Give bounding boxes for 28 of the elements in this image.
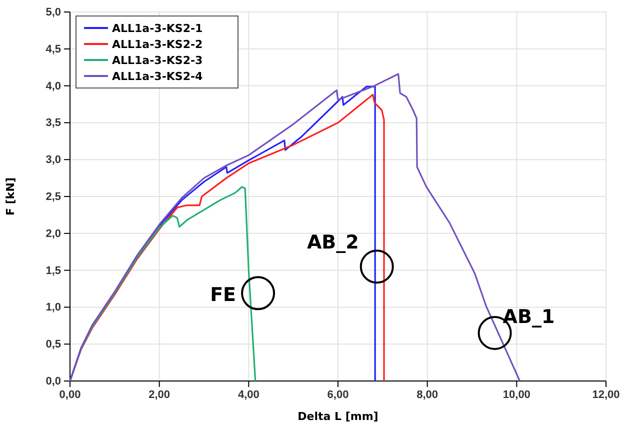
y-tick-label: 2,0: [46, 228, 61, 240]
line-series: [69, 186, 256, 382]
x-tick-label: 4,00: [238, 388, 260, 401]
y-tick-label: 0,5: [46, 338, 61, 351]
x-tick-label: 8,00: [416, 388, 438, 401]
y-tick-label: 4,5: [46, 43, 61, 56]
x-tick-label: 12,00: [592, 388, 620, 401]
x-tick-label: 0,00: [59, 388, 81, 401]
y-tick-label: 5,0: [46, 6, 61, 19]
legend-label: ALL1a-3-KS2-2: [112, 38, 203, 51]
y-tick-label: 2,5: [46, 191, 61, 204]
annotation: AB_2: [306, 232, 359, 254]
y-tick-label: 1,5: [46, 264, 61, 277]
x-tick-label: 10,00: [502, 388, 530, 401]
y-tick-label: 3,5: [46, 117, 61, 130]
y-tick-label: 4,0: [46, 80, 61, 92]
legend-label: ALL1a-3-KS2-4: [112, 70, 204, 83]
legend-label: ALL1a-3-KS2-1: [112, 22, 203, 35]
annotation: AB_1: [502, 306, 555, 328]
y-axis-title: F [kN]: [4, 178, 17, 216]
legend-label: ALL1a-3-KS2-3: [112, 54, 203, 67]
y-tick-label: 0,0: [46, 376, 61, 388]
x-tick-label: 6,00: [327, 388, 349, 401]
y-tick-label: 1,0: [46, 302, 61, 314]
x-tick-label: 2,00: [148, 388, 170, 401]
x-axis-title: Delta L [mm]: [298, 410, 378, 423]
y-tick-label: 3,0: [46, 154, 61, 166]
annotation: FE: [210, 284, 236, 306]
